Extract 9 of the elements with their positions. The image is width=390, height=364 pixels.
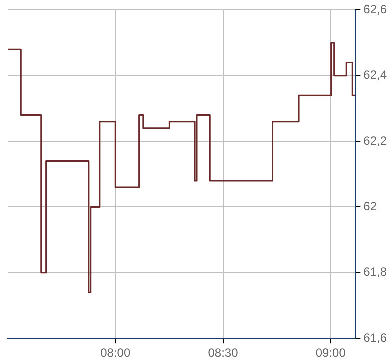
- x-tick-label: 09:00: [316, 346, 346, 360]
- y-tick-label: 62,2: [364, 134, 388, 148]
- x-tick-label: 08:30: [208, 346, 239, 360]
- y-tick-label: 62: [364, 200, 378, 214]
- x-tick-label: 08:00: [100, 346, 131, 360]
- y-tick-label: 61,8: [364, 265, 388, 280]
- y-tick-label: 62,6: [364, 2, 388, 17]
- y-tick-label: 61,6: [364, 330, 388, 345]
- y-tick-label: 62,4: [364, 68, 388, 82]
